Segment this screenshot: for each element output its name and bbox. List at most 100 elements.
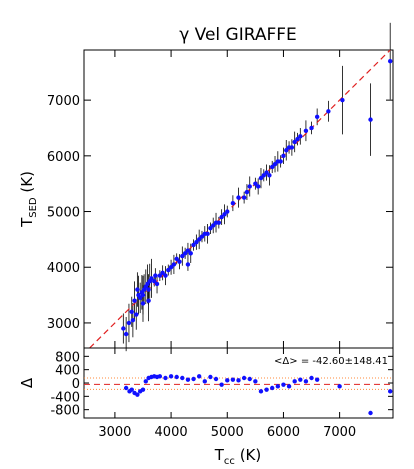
data-point <box>292 139 297 145</box>
data-point <box>340 97 345 103</box>
data-point <box>309 125 314 131</box>
residual-point <box>264 387 269 392</box>
tick-label: 0 <box>72 377 80 392</box>
residual-point <box>168 374 174 379</box>
top-y-axis-ticks: 3000 4000 5000 6000 7000 <box>47 94 393 332</box>
residual-annotation: <Δ> = -42.60±148.41 <box>274 356 388 367</box>
residual-point <box>292 379 297 384</box>
top-y-axis-label: TSED (K) <box>18 171 39 228</box>
residual-point <box>185 377 191 382</box>
data-point <box>154 281 160 287</box>
residual-point <box>213 376 219 382</box>
data-point <box>168 265 174 270</box>
data-point <box>166 267 171 273</box>
residual-point <box>236 378 241 383</box>
residual-point <box>157 374 163 379</box>
tick-label: 5000 <box>47 206 80 221</box>
data-point <box>264 170 269 175</box>
residual-point <box>253 379 258 384</box>
tick-label: 6000 <box>267 425 300 440</box>
top-panel: 3000 4000 5000 6000 7000 γ Vel GIRAFFE TSED … <box>18 22 394 352</box>
data-point <box>295 136 300 142</box>
chart-title: γ Vel GIRAFFE <box>179 25 297 45</box>
residual-point <box>258 389 264 394</box>
residual-point <box>314 377 320 382</box>
tick-label: 5000 <box>211 425 244 440</box>
data-point <box>191 242 196 248</box>
bottom-data-points <box>123 374 393 416</box>
data-point <box>241 195 247 200</box>
data-point <box>284 148 289 153</box>
residual-point <box>270 385 275 391</box>
data-point <box>140 292 146 298</box>
data-point <box>123 331 129 337</box>
data-point <box>177 259 182 264</box>
tick-label: 4000 <box>155 425 188 440</box>
data-point <box>253 181 258 186</box>
data-point <box>185 248 191 253</box>
residual-point <box>174 374 179 380</box>
residual-point <box>180 375 185 381</box>
data-point <box>236 195 241 200</box>
data-point <box>180 253 185 259</box>
residual-point <box>135 392 140 397</box>
data-point <box>208 226 213 231</box>
residual-point <box>337 384 342 389</box>
data-point <box>387 58 393 64</box>
data-point <box>199 234 205 239</box>
data-point <box>326 109 331 114</box>
residual-point <box>303 379 309 384</box>
data-point <box>258 175 264 181</box>
tick-label: 400 <box>55 364 80 379</box>
data-point <box>146 287 151 292</box>
residual-point <box>202 379 207 384</box>
data-point <box>216 220 222 225</box>
data-point <box>157 273 163 278</box>
data-point <box>174 256 179 262</box>
tick-label: 7000 <box>323 425 356 440</box>
data-point <box>153 273 158 278</box>
data-point <box>225 209 230 214</box>
residual-point <box>298 377 303 382</box>
data-point <box>152 278 157 284</box>
data-point <box>188 251 193 256</box>
residual-point <box>123 385 129 391</box>
residual-point <box>163 375 168 381</box>
data-point <box>314 114 320 120</box>
data-point <box>146 298 151 303</box>
data-point <box>121 326 126 331</box>
tick-label: 800 <box>55 350 80 365</box>
data-point <box>261 173 266 178</box>
data-point <box>140 301 146 306</box>
tick-label: -800 <box>50 404 80 419</box>
data-point <box>255 184 261 189</box>
data-point <box>171 262 177 267</box>
data-point <box>222 212 227 217</box>
residual-point <box>309 375 314 381</box>
data-point <box>185 262 191 267</box>
data-point <box>270 164 275 170</box>
data-point <box>137 295 143 301</box>
residual-point <box>219 382 224 387</box>
data-point <box>135 287 140 292</box>
data-point <box>368 117 373 122</box>
tick-label: 3000 <box>98 425 131 440</box>
residual-point <box>281 382 286 387</box>
tick-label: -400 <box>50 390 80 405</box>
data-point <box>196 237 202 242</box>
data-point <box>281 153 286 159</box>
bottom-y-axis-label: Δ <box>18 377 36 388</box>
residual-point <box>140 387 146 392</box>
data-point <box>219 214 224 220</box>
tick-label: 3000 <box>47 317 80 332</box>
residual-point <box>368 410 373 416</box>
data-point <box>278 159 283 164</box>
residual-point <box>275 384 281 389</box>
data-point <box>267 173 272 178</box>
residual-point <box>286 384 292 389</box>
data-point <box>160 270 165 276</box>
top-data-points <box>121 58 393 337</box>
residual-point <box>196 374 202 379</box>
top-x-axis-ticks <box>114 50 341 348</box>
